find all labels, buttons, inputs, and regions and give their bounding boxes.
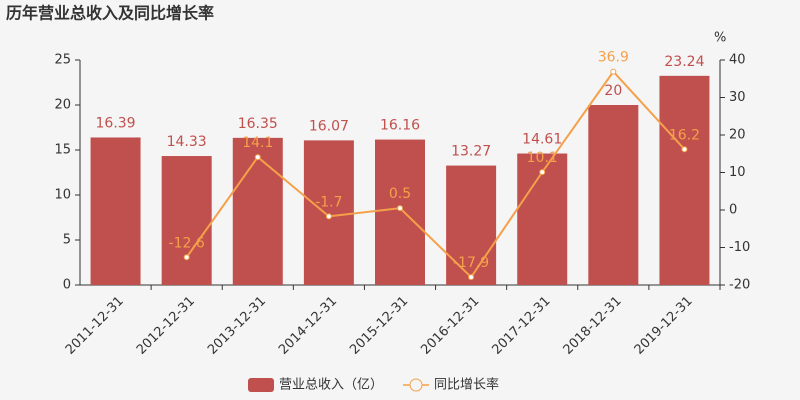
- y-tick-label: 20: [54, 98, 71, 113]
- y2-tick-label: 40: [729, 53, 746, 68]
- y2-tick-label: 10: [729, 165, 746, 180]
- bar-value-label: 16.07: [309, 118, 349, 134]
- x-tick-label: 2016-12-31: [418, 294, 482, 358]
- x-tick-label: 2014-12-31: [276, 294, 340, 358]
- bar-value-label: 16.39: [96, 115, 136, 131]
- bar-value-label: 14.61: [522, 132, 562, 148]
- legend-swatch: [409, 378, 423, 392]
- line-point: [325, 213, 332, 220]
- bar: [517, 153, 568, 285]
- bar-value-label: 16.16: [380, 118, 420, 134]
- bar: [588, 105, 639, 285]
- line-point: [183, 254, 190, 261]
- line-value-label: -12.6: [169, 235, 205, 251]
- line-point: [397, 205, 403, 212]
- bar: [161, 156, 212, 285]
- bar: [446, 165, 497, 285]
- bar: [232, 137, 283, 285]
- bar: [375, 139, 425, 285]
- x-tick-label: 2013-12-31: [205, 294, 269, 358]
- bar: [90, 137, 141, 285]
- bar-value-label: 14.33: [167, 134, 207, 150]
- x-tick-label: 2017-12-31: [489, 294, 553, 358]
- bar-value-label: 13.27: [451, 144, 491, 160]
- bar-value-label: 20: [604, 83, 622, 99]
- bar-value-label: 16.35: [238, 116, 278, 132]
- legend-label: 营业总收入（亿）: [279, 378, 383, 393]
- y-tick-label: 15: [54, 143, 71, 158]
- line-point: [254, 154, 261, 161]
- x-tick-label: 2018-12-31: [561, 294, 625, 358]
- x-tick-label: 2011-12-31: [63, 294, 127, 358]
- bar-value-label: 23.24: [664, 54, 704, 70]
- line-point: [539, 169, 546, 176]
- line-value-label: -1.7: [315, 194, 342, 210]
- line-point: [681, 146, 688, 153]
- legend-label: 同比增长率: [434, 377, 499, 393]
- bar: [659, 75, 710, 285]
- line-value-label: 16.2: [669, 127, 700, 143]
- line-value-label: 36.9: [598, 50, 629, 66]
- x-tick-label: 2012-12-31: [134, 294, 198, 358]
- y-tick-label: 25: [54, 53, 71, 68]
- chart-title: 历年营业总收入及同比增长率: [6, 4, 214, 23]
- y2-tick-label: -10: [729, 240, 750, 255]
- y2-axis-label: %: [714, 31, 726, 46]
- y2-tick-label: 20: [729, 128, 746, 143]
- legend-swatch: [248, 378, 274, 392]
- line-value-label: 0.5: [389, 186, 411, 202]
- x-tick-label: 2019-12-31: [632, 294, 696, 358]
- y-tick-label: 0: [63, 278, 71, 293]
- line-point: [610, 68, 617, 75]
- y2-tick-label: -20: [729, 278, 750, 293]
- x-tick-label: 2015-12-31: [347, 294, 411, 358]
- bar: [303, 140, 354, 285]
- line-value-label: -17.9: [453, 255, 489, 271]
- y-tick-label: 10: [54, 188, 71, 203]
- y2-tick-label: 30: [729, 90, 746, 105]
- line: [185, 70, 686, 279]
- y-tick-label: 5: [63, 233, 71, 248]
- line-point: [468, 274, 475, 281]
- line-value-label: 10.1: [527, 150, 558, 166]
- line-value-label: 14.1: [242, 135, 273, 151]
- y2-tick-label: 0: [729, 203, 737, 218]
